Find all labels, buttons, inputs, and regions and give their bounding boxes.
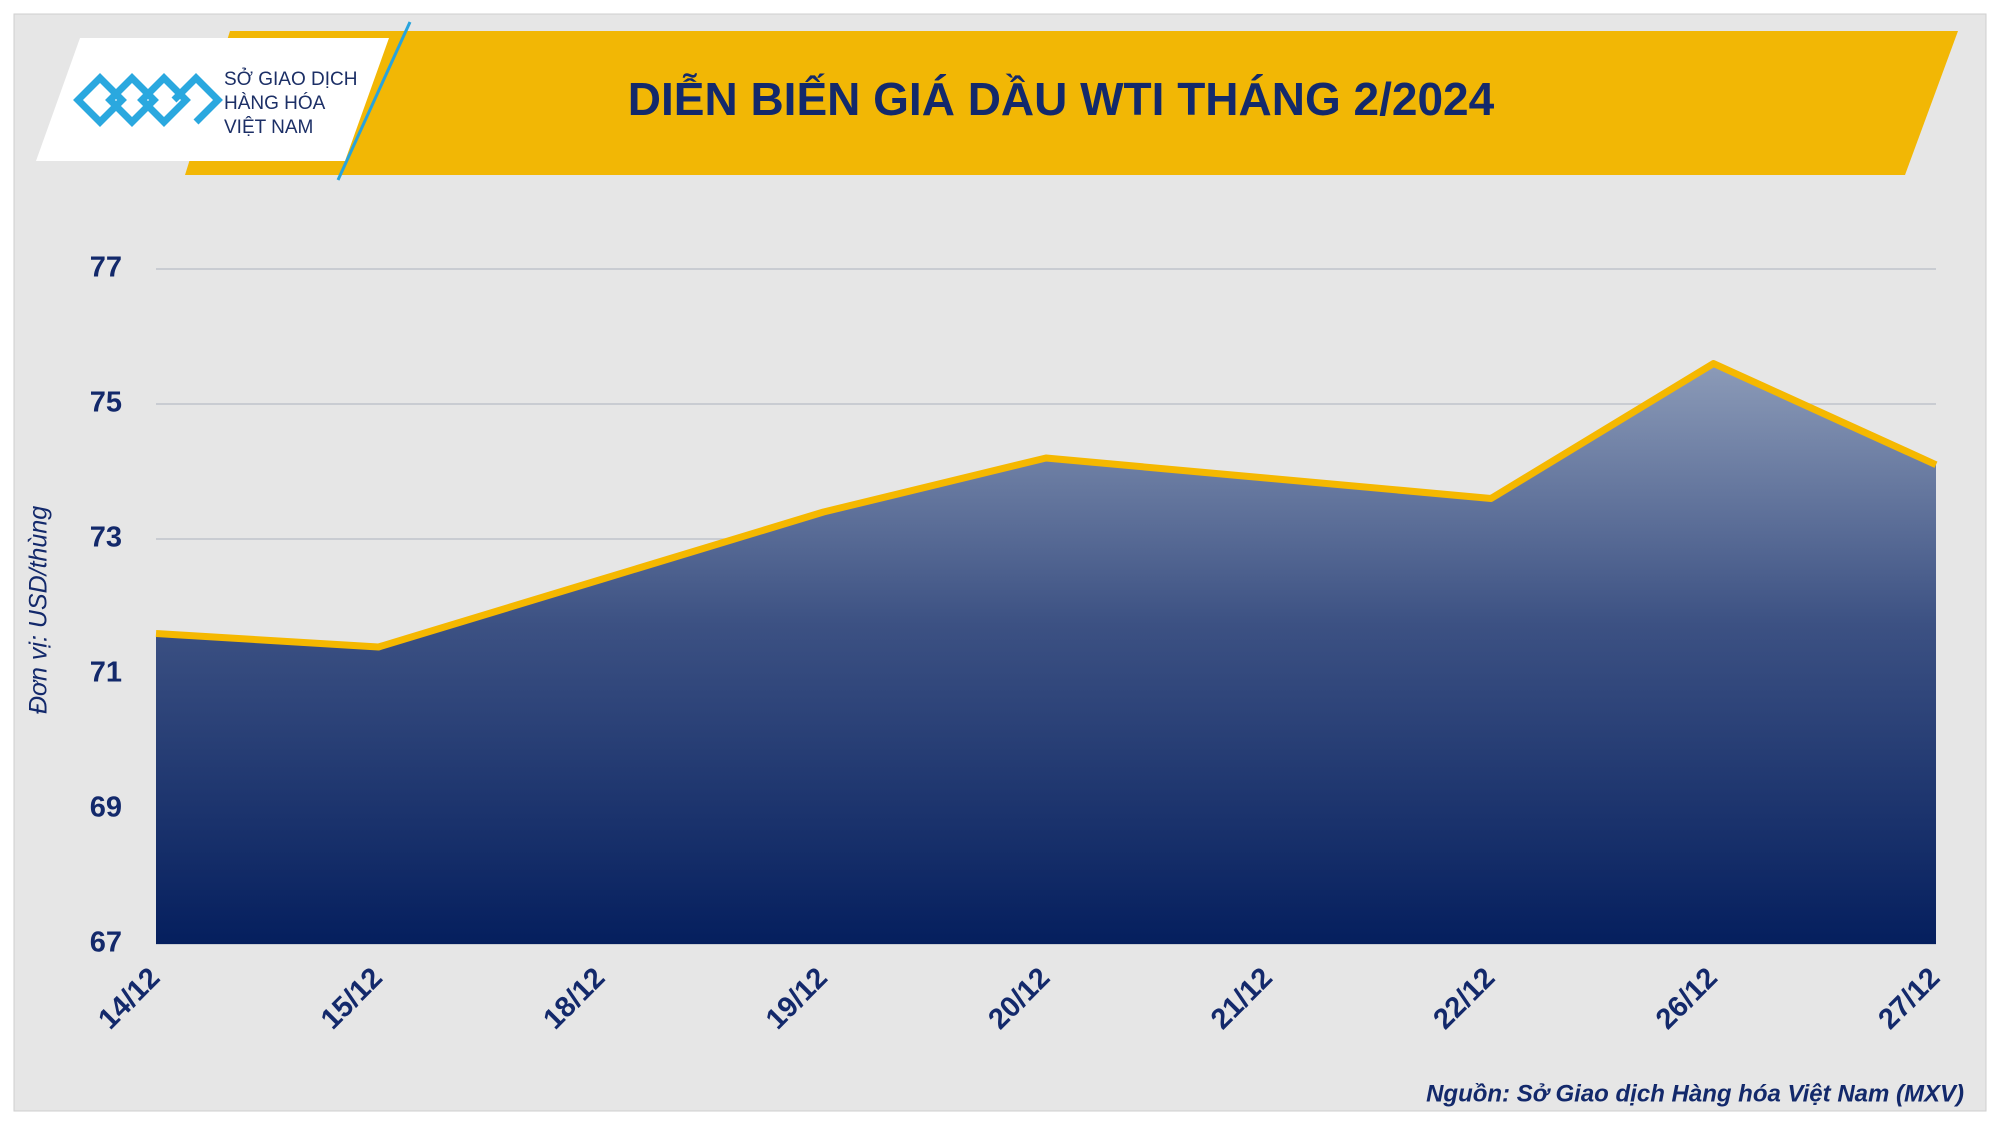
- y-axis-title: Đơn vị: USD/thùng: [25, 506, 53, 714]
- accent-line: [336, 21, 412, 181]
- line: [155, 360, 1938, 651]
- y-tick-label: 67: [90, 927, 122, 959]
- y-tick-label: 77: [90, 252, 122, 284]
- y-tick-label: 75: [90, 387, 122, 419]
- area: [156, 363, 1936, 944]
- source-note: Nguồn: Sở Giao dịch Hàng hóa Việt Nam (M…: [1426, 1080, 1964, 1107]
- logo-text: SỞ GIAO DỊCH: [224, 68, 357, 90]
- y-tick-label: 69: [90, 792, 122, 824]
- y-tick-label: 71: [90, 657, 122, 689]
- y-tick-label: 73: [90, 522, 122, 554]
- chart-title: DIỄN BIẾN GIÁ DẦU WTI THÁNG 2/2024: [628, 73, 1495, 125]
- title-bar: [185, 31, 1958, 175]
- logo-text: VIỆT NAM: [224, 116, 313, 138]
- logo-mark: [73, 73, 223, 127]
- logo-box: [36, 38, 389, 161]
- logo-text: HÀNG HÓA: [224, 92, 326, 114]
